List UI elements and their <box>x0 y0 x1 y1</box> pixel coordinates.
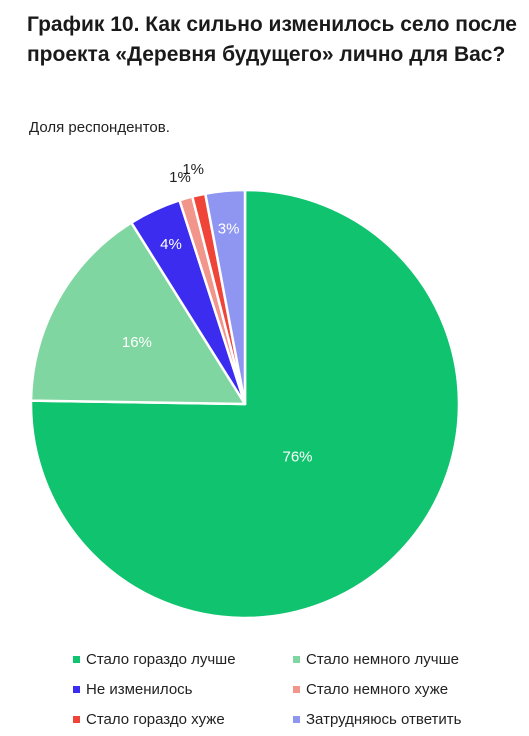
legend-item-much-better: Стало гораздо лучше <box>73 650 236 670</box>
legend-item-much-worse: Стало гораздо хуже <box>73 710 225 730</box>
legend-label: Затрудняюсь ответить <box>306 711 462 728</box>
legend-label: Стало немного лучше <box>306 651 459 668</box>
chart-subtitle: Доля респондентов. <box>29 119 170 136</box>
legend-swatch <box>293 715 300 723</box>
legend-swatch <box>293 685 300 693</box>
pie-slice-hard-to-say <box>204 188 247 406</box>
legend-item-hard-to-say: Затрудняюсь ответить <box>293 710 461 730</box>
legend-item-slightly-better: Стало немного лучше <box>293 650 459 670</box>
legend-item-slightly-worse: Стало немного хуже <box>293 680 448 700</box>
legend-label: Стало гораздо лучше <box>86 651 236 668</box>
pie-slice-much-better <box>29 188 461 620</box>
pie-label-much-worse: 1% <box>182 161 204 178</box>
pie-label-slightly-better: 16% <box>122 334 152 351</box>
legend-swatch <box>73 685 80 693</box>
legend-label: Не изменилось <box>86 681 193 698</box>
pie-chart: 76% 16% 4% 1%1% 3% <box>29 161 461 620</box>
legend-label: Стало немного хуже <box>306 681 449 698</box>
chart-title: График 10. Как сильно изменилось село по… <box>27 13 517 66</box>
legend-swatch <box>73 655 80 663</box>
legend-swatch <box>73 715 80 723</box>
legend-swatch <box>293 655 300 663</box>
pie-label-much-better: 76% <box>282 448 312 465</box>
pie-slice-slightly-better <box>29 221 247 406</box>
legend: Стало гораздо лучше Стало немного лучше … <box>0 646 529 736</box>
legend-label: Стало гораздо хуже <box>86 711 225 728</box>
pie-label-unchanged: 4% <box>160 236 182 253</box>
legend-item-unchanged: Не изменилось <box>73 680 193 700</box>
pie-label-slightly-worse: 1% <box>169 169 191 186</box>
pie-label-hard-to-say: 3% <box>218 220 240 237</box>
